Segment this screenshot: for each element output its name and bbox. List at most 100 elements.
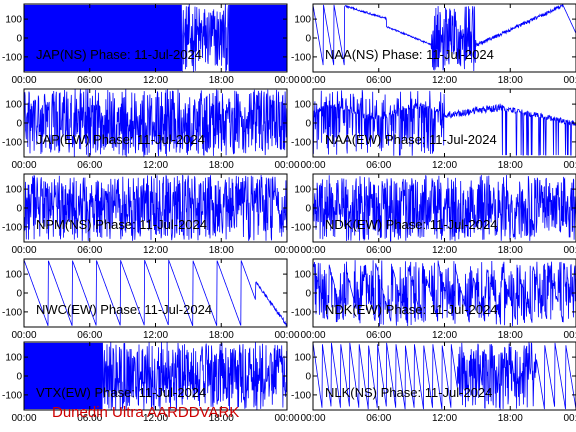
x-tick-label: 06:00 [77,245,102,256]
y-tick-label: 100 [294,185,311,196]
chart-title: JAP(EW) Phase: 11-Jul-2024 [36,132,205,147]
x-tick-label: 18:00 [498,160,523,171]
x-tick-label: 00:00 [300,245,325,256]
x-tick-label: 06:00 [366,413,391,424]
x-tick-label: 00:00 [274,413,299,424]
phase-trace [24,259,287,327]
chart-title: NAA(EW) Phase: 11-Jul-2024 [325,132,497,147]
y-tick-label: 0 [305,372,311,383]
y-tick-label: -100 [2,52,22,63]
y-tick-label: -100 [2,222,22,233]
footer-caption: Dunedin Ultra AARDDVARK [52,404,240,421]
x-tick-label: 00:00 [300,330,325,341]
chart-panel: 100 0 -100 00:00 06:00 12:00 18:00 00:00 VTX(EW)… [2,341,300,424]
x-tick-label: 18:00 [498,413,523,424]
y-tick-label: 0 [16,204,22,215]
x-tick-label: 12:00 [143,330,168,341]
x-tick-label: 06:00 [366,75,391,86]
chart-panel: 100 0 -100 00:00 06:00 12:00 18:00 00:00 NLK(NS)… [291,341,576,424]
x-tick-label: 12:00 [432,245,457,256]
x-tick-label: 18:00 [498,245,523,256]
y-tick-label: 0 [305,34,311,45]
x-tick-label: 12:00 [143,160,168,171]
chart-panel: 100 0 -100 00:00 06:00 12:00 18:00 00:00 JAP(NS)… [2,3,300,86]
y-tick-label: 0 [16,372,22,383]
x-tick-label: 00:00 [11,160,36,171]
x-tick-label: 06:00 [366,160,391,171]
x-tick-label: 18:00 [209,245,234,256]
y-tick-label: 0 [305,289,311,300]
x-tick-label: 00:00 [300,75,325,86]
y-tick-label: 100 [5,270,22,281]
y-tick-label: -100 [2,390,22,401]
x-tick-label: 00:00 [563,160,576,171]
x-tick-label: 06:00 [77,330,102,341]
x-tick-label: 06:00 [366,330,391,341]
y-tick-label: 0 [305,119,311,130]
phase-trace [24,174,287,241]
x-tick-label: 12:00 [432,413,457,424]
x-tick-label: 00:00 [274,75,299,86]
y-tick-label: -100 [291,52,311,63]
chart-panel: 100 0 -100 00:00 06:00 12:00 18:00 00:00 NWC(EW)… [2,258,300,341]
x-tick-label: 06:00 [77,413,102,424]
y-tick-label: 0 [16,119,22,130]
x-tick-label: 06:00 [77,160,102,171]
chart-title: NLK(NS) Phase: 11-Jul-2024 [325,385,492,400]
y-tick-label: -100 [291,307,311,318]
x-tick-label: 12:00 [143,75,168,86]
chart-title: NAA(NS) Phase: 11-Jul-2024 [325,47,494,62]
phase-trace [313,174,576,242]
chart-title: JAP(NS) Phase: 11-Jul-2024 [36,47,202,62]
chart-panel: 100 0 -100 00:00 06:00 12:00 18:00 00:00 NDK(EW)… [291,173,576,256]
x-tick-label: 18:00 [498,330,523,341]
x-tick-label: 00:00 [274,245,299,256]
chart-panel: 100 0 -100 00:00 06:00 12:00 18:00 00:00 JAP(EW)… [2,88,300,171]
y-tick-label: -100 [291,137,311,148]
x-tick-label: 18:00 [498,75,523,86]
y-tick-label: 0 [16,289,22,300]
x-tick-label: 00:00 [11,245,36,256]
phase-trace [24,342,287,410]
x-tick-label: 12:00 [143,245,168,256]
x-tick-label: 00:00 [563,330,576,341]
phase-trace [24,89,287,157]
x-tick-label: 00:00 [11,413,36,424]
x-tick-label: 00:00 [300,413,325,424]
x-tick-label: 00:00 [563,245,576,256]
x-tick-label: 12:00 [432,330,457,341]
x-tick-label: 18:00 [209,330,234,341]
x-tick-label: 06:00 [366,245,391,256]
chart-panel: 100 0 -100 00:00 06:00 12:00 18:00 00:00 NDK(EW)… [291,258,576,341]
chart-panel: 100 0 -100 00:00 06:00 12:00 18:00 00:00 NPM(NS)… [2,173,300,256]
x-tick-label: 00:00 [563,75,576,86]
chart-panel: 100 0 -100 00:00 06:00 12:00 18:00 00:00 NAA(EW)… [291,88,576,171]
y-tick-label: -100 [2,137,22,148]
phase-trace [313,342,576,410]
y-tick-label: 0 [305,204,311,215]
x-tick-label: 00:00 [11,330,36,341]
x-tick-label: 12:00 [143,413,168,424]
x-tick-label: 00:00 [274,330,299,341]
chart-title: NWC(EW) Phase: 11-Jul-2024 [36,302,212,317]
y-tick-label: -100 [2,307,22,318]
chart-title: VTX(EW) Phase: 11-Jul-2024 [36,385,206,400]
y-tick-label: 100 [294,100,311,111]
x-tick-label: 00:00 [11,75,36,86]
y-tick-label: 100 [294,15,311,26]
y-tick-label: 0 [16,34,22,45]
y-tick-label: -100 [291,222,311,233]
y-tick-label: 100 [5,100,22,111]
phase-trace [313,90,576,156]
phase-trace [313,260,576,327]
y-tick-label: -100 [291,390,311,401]
phase-trace [313,4,576,72]
y-tick-label: 100 [5,15,22,26]
x-tick-label: 00:00 [563,413,576,424]
y-tick-label: 100 [5,353,22,364]
x-tick-label: 12:00 [432,75,457,86]
chart-title: NPM(NS) Phase: 11-Jul-2024 [36,217,207,232]
chart-title: NDK(EW) Phase: 11-Jul-2024 [325,217,497,232]
x-tick-label: 18:00 [209,160,234,171]
